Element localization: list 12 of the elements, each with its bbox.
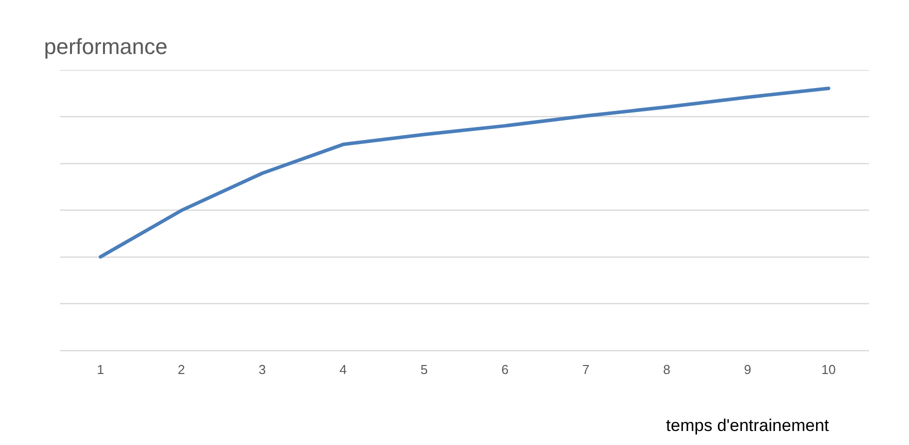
x-axis-title: temps d'entrainement [666, 416, 829, 436]
x-tick-label: 9 [744, 362, 752, 377]
x-tick-label: 1 [96, 362, 104, 377]
x-tick-label: 2 [178, 362, 185, 377]
x-tick-label: 3 [258, 362, 266, 377]
chart-title: performance [44, 34, 168, 60]
x-tick-label: 8 [663, 362, 670, 377]
x-tick-label: 5 [420, 362, 428, 377]
x-tick-label: 10 [821, 362, 836, 377]
x-tick-label: 7 [582, 362, 590, 377]
x-tick-label: 4 [340, 362, 347, 377]
x-tick-label: 6 [501, 362, 509, 377]
